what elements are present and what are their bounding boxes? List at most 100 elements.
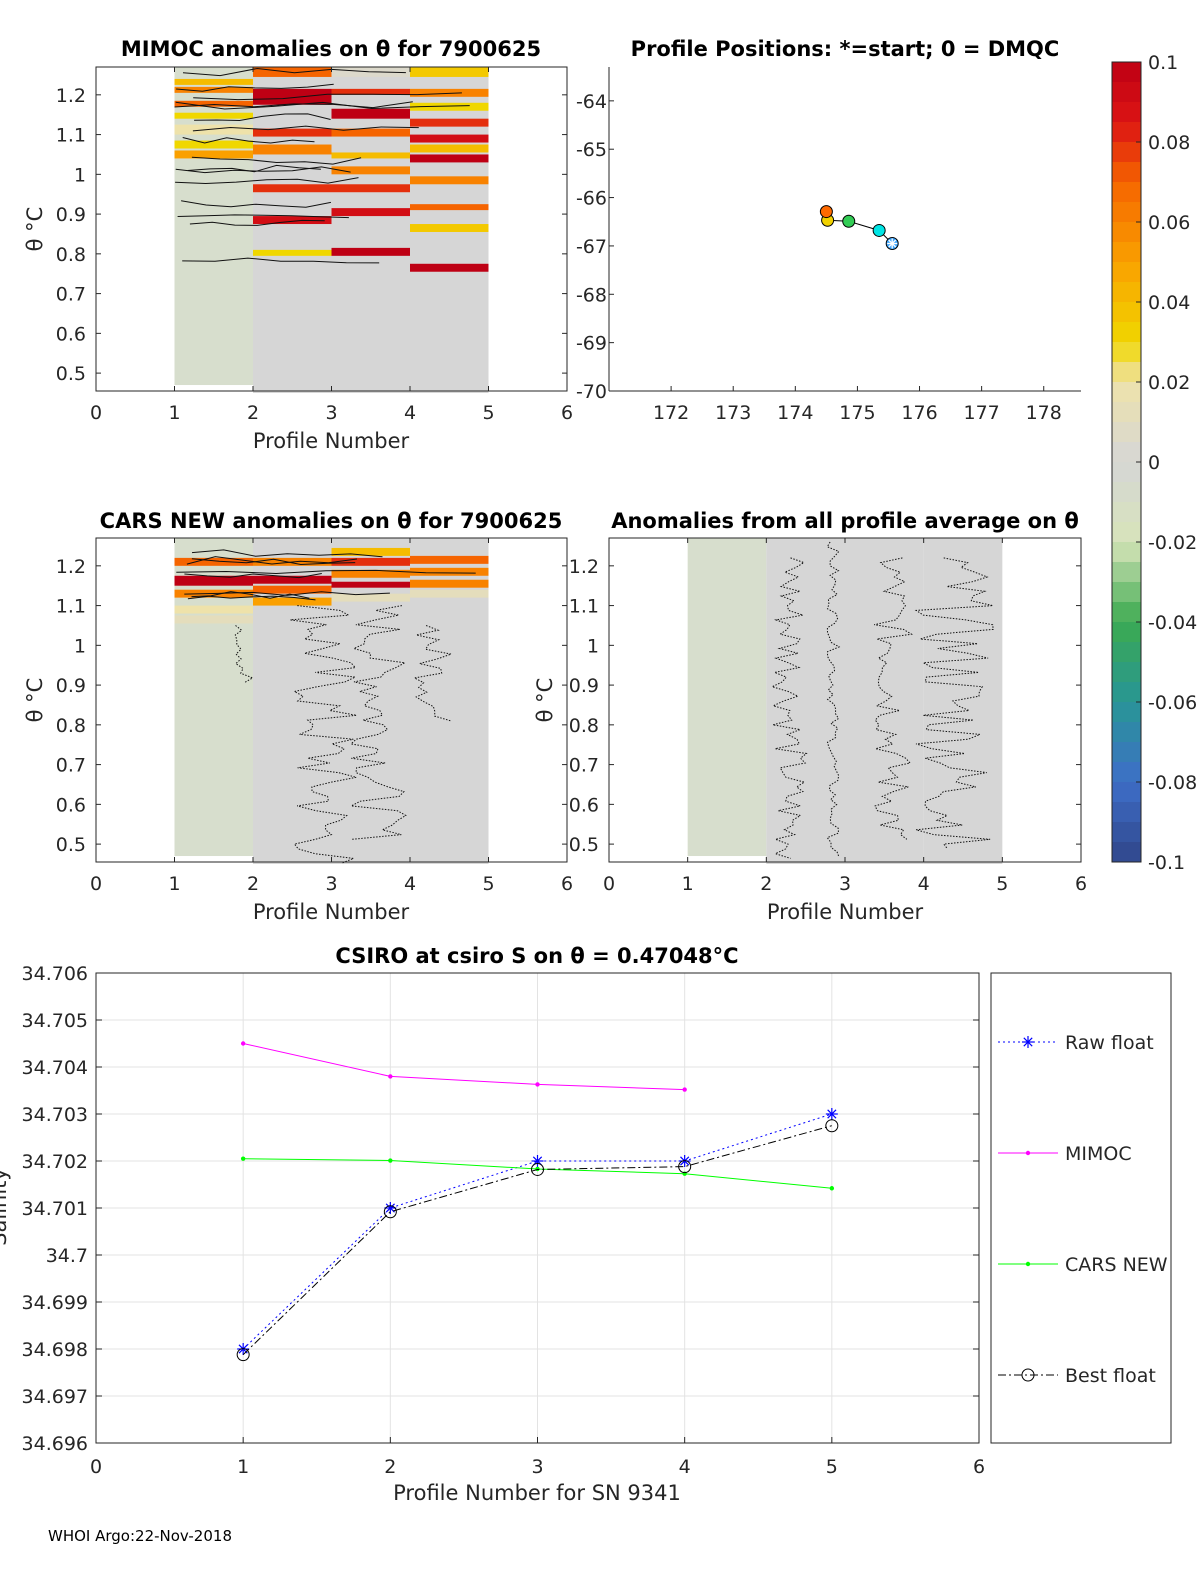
allavg-y-tick-label: 0.5 bbox=[569, 834, 599, 856]
cars-profile-4-band-3 bbox=[410, 579, 489, 588]
salinity-y-tick-label: 34.696 bbox=[22, 1433, 88, 1455]
cars-new-point-2 bbox=[388, 1158, 393, 1163]
cars-contour-line bbox=[176, 569, 476, 575]
mimoc-profile-3-band-2 bbox=[331, 88, 410, 95]
mimoc-x-axis-label: Profile Number bbox=[253, 429, 410, 453]
cars-plot-area: 0 1 2 3 4 5 6 0.5 0.6 0.7 0.8 0.9 1 1.1 1.2 bbox=[56, 537, 573, 895]
mimoc-y-tick-label: 1.2 bbox=[56, 85, 86, 107]
colorbar-swatch bbox=[1112, 442, 1141, 463]
mimoc-profile-3-band-9 bbox=[331, 247, 410, 256]
cars-y-tick-label: 1.1 bbox=[56, 596, 86, 618]
cars-x-tick-label: 6 bbox=[561, 873, 573, 895]
mimoc-profile-3-band-5 bbox=[331, 152, 410, 159]
cars-profile-4-band-2 bbox=[410, 567, 489, 576]
cars-panel-title: CARS NEW anomalies on θ for 7900625 bbox=[100, 509, 563, 533]
mimoc-y-tick-label: 0.6 bbox=[56, 323, 86, 345]
colorbar-swatch bbox=[1112, 502, 1141, 523]
positions-plot-area: 172 173 174 175 176 177 178 -64 -65 -66 -67 -68 -69 -… bbox=[576, 67, 1081, 424]
colorbar-tick-label: -0.04 bbox=[1148, 612, 1197, 634]
mimoc-point-4 bbox=[682, 1087, 687, 1092]
mimoc-profile-3-band-6 bbox=[331, 166, 410, 175]
colorbar-swatch bbox=[1112, 482, 1141, 503]
profile-position-marker-2 bbox=[872, 223, 886, 237]
allavg-dotted-contour bbox=[826, 541, 841, 857]
mimoc-y-tick-label: 0.9 bbox=[56, 204, 86, 226]
cars-profile-3-column bbox=[331, 538, 410, 864]
colorbar-tick-label: 0 bbox=[1148, 452, 1160, 474]
positions-y-tick-label: -70 bbox=[576, 381, 607, 403]
cars-dotted-contour bbox=[349, 605, 407, 840]
mimoc-panel-title: MIMOC anomalies on θ for 7900625 bbox=[121, 37, 541, 61]
mimoc-profile-4-band-6 bbox=[410, 144, 489, 153]
legend-frame bbox=[990, 972, 1172, 1444]
salinity-legend: Raw float MIMOC CARS NEW Best float bbox=[990, 972, 1172, 1444]
cars-y-tick-label: 0.5 bbox=[56, 834, 86, 856]
colorbar-swatch bbox=[1112, 602, 1141, 623]
mimoc-profile-2-band-2 bbox=[253, 88, 332, 105]
salinity-line-panel: CSIRO at csiro S on θ = 0.47048°C 0 1 2 3 4 5… bbox=[0, 944, 1172, 1505]
positions-x-tick-label: 173 bbox=[715, 402, 751, 424]
allavg-dotted-contour bbox=[770, 557, 808, 859]
mimoc-profile-1-band-5 bbox=[174, 124, 253, 135]
legend-best-float-marker bbox=[1021, 1368, 1035, 1382]
mimoc-y-tick-label: 1.1 bbox=[56, 125, 86, 147]
mimoc-y-tick-label: 0.7 bbox=[56, 284, 86, 306]
cars-profile-4-band-1 bbox=[410, 555, 489, 564]
positions-panel-title: Profile Positions: *=start; 0 = DMQC bbox=[631, 37, 1060, 61]
cars-y-tick-label: 0.8 bbox=[56, 715, 86, 737]
cars-x-axis-label: Profile Number bbox=[253, 900, 410, 924]
colorbar-swatch bbox=[1112, 702, 1141, 723]
salinity-x-axis-label: Profile Number for SN 9341 bbox=[393, 1481, 681, 1505]
best-float-point-5 bbox=[825, 1119, 839, 1133]
profile-positions-panel: Profile Positions: *=start; 0 = DMQC 172… bbox=[576, 37, 1081, 424]
legend-cars-new-label: CARS NEW bbox=[1065, 1254, 1168, 1276]
mimoc-profile-4-band-5 bbox=[410, 134, 489, 143]
best-float-point-4 bbox=[678, 1160, 692, 1174]
colorbar-swatch bbox=[1112, 302, 1141, 323]
salinity-y-tick-label: 34.705 bbox=[22, 1010, 88, 1032]
cars-profile-3-band-1 bbox=[331, 547, 410, 556]
colorbar-swatch bbox=[1112, 522, 1141, 543]
profile-position-marker-5 bbox=[819, 205, 833, 219]
allavg-dotted-contour bbox=[874, 557, 913, 840]
mimoc-profile-3-column bbox=[331, 67, 410, 393]
mimoc-contour-line bbox=[191, 156, 362, 165]
mimoc-profile-4-band-4 bbox=[410, 118, 489, 127]
cars-profile-2-band-4 bbox=[253, 597, 332, 606]
cars-contour-line bbox=[191, 591, 310, 599]
positions-y-tick-label: -66 bbox=[576, 188, 607, 210]
mimoc-profile-2-band-4 bbox=[253, 144, 332, 155]
colorbar-swatch bbox=[1112, 662, 1141, 683]
allavg-y-tick-label: 0.6 bbox=[569, 794, 599, 816]
colorbar-swatch bbox=[1112, 582, 1141, 603]
mimoc-contours bbox=[174, 67, 470, 264]
raw-float-series-line bbox=[242, 1113, 832, 1350]
mimoc-profile-2-band-3 bbox=[253, 128, 332, 137]
colorbar-tick-label: -0.08 bbox=[1148, 772, 1197, 794]
allavg-dotted-contour bbox=[914, 557, 994, 850]
positions-x-tick-label: 177 bbox=[963, 402, 999, 424]
mimoc-contour-line bbox=[174, 101, 413, 109]
mimoc-profile-1-band-3 bbox=[174, 100, 253, 107]
mimoc-x-tick-label: 3 bbox=[325, 402, 337, 424]
cars-profile-1-band-5 bbox=[174, 615, 253, 624]
cars-contour-line bbox=[187, 595, 316, 601]
cars-dotted-contour bbox=[290, 605, 357, 864]
mimoc-plot-area: 0 1 2 3 4 5 6 0.5 0.6 0.7 0.8 0.9 1 1.1 1.2 bbox=[56, 66, 573, 424]
cars-profile-1-band-1 bbox=[174, 557, 253, 566]
mimoc-profile-1-band-6 bbox=[174, 150, 253, 159]
mimoc-x-tick-label: 1 bbox=[168, 402, 180, 424]
cars-x-tick-label: 3 bbox=[325, 873, 337, 895]
salinity-y-tick-label: 34.706 bbox=[22, 963, 88, 985]
mimoc-profile-4-band-2 bbox=[410, 88, 489, 97]
mimoc-profile-3-band-8 bbox=[331, 208, 410, 217]
cars-x-tick-label: 1 bbox=[168, 873, 180, 895]
salinity-x-tick-label: 5 bbox=[826, 1456, 838, 1478]
cars-contours bbox=[176, 549, 476, 864]
allavg-y-tick-label: 0.7 bbox=[569, 755, 599, 777]
colorbar-swatch bbox=[1112, 362, 1141, 383]
mimoc-contour-line bbox=[175, 177, 359, 185]
colorbar-tick-label: 0.08 bbox=[1148, 132, 1190, 154]
mimoc-profile-2-band-7 bbox=[253, 249, 332, 256]
mimoc-profile-3-band-7 bbox=[331, 184, 410, 193]
